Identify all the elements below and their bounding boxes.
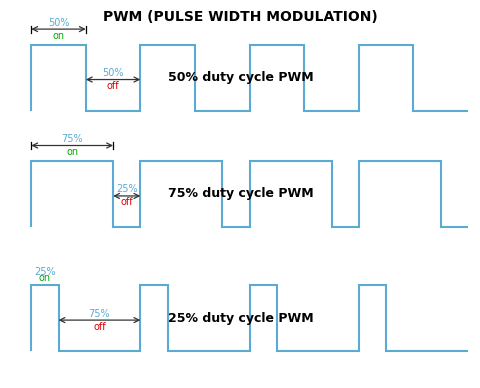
Text: on: on (66, 147, 78, 157)
Text: off: off (107, 81, 120, 91)
Text: 50% duty cycle PWM: 50% duty cycle PWM (168, 71, 313, 84)
Text: 25%: 25% (116, 184, 138, 194)
Text: off: off (120, 197, 133, 208)
Text: on: on (52, 31, 65, 41)
Text: 25%: 25% (34, 267, 56, 277)
Text: 50%: 50% (48, 17, 69, 28)
Text: 75%: 75% (61, 134, 83, 144)
Text: PWM (PULSE WIDTH MODULATION): PWM (PULSE WIDTH MODULATION) (103, 10, 377, 24)
Text: on: on (39, 273, 51, 283)
Text: 25% duty cycle PWM: 25% duty cycle PWM (168, 312, 313, 325)
Text: off: off (93, 322, 106, 332)
Text: 75% duty cycle PWM: 75% duty cycle PWM (168, 187, 313, 201)
Text: 75%: 75% (89, 308, 110, 319)
Text: 50%: 50% (102, 68, 124, 78)
